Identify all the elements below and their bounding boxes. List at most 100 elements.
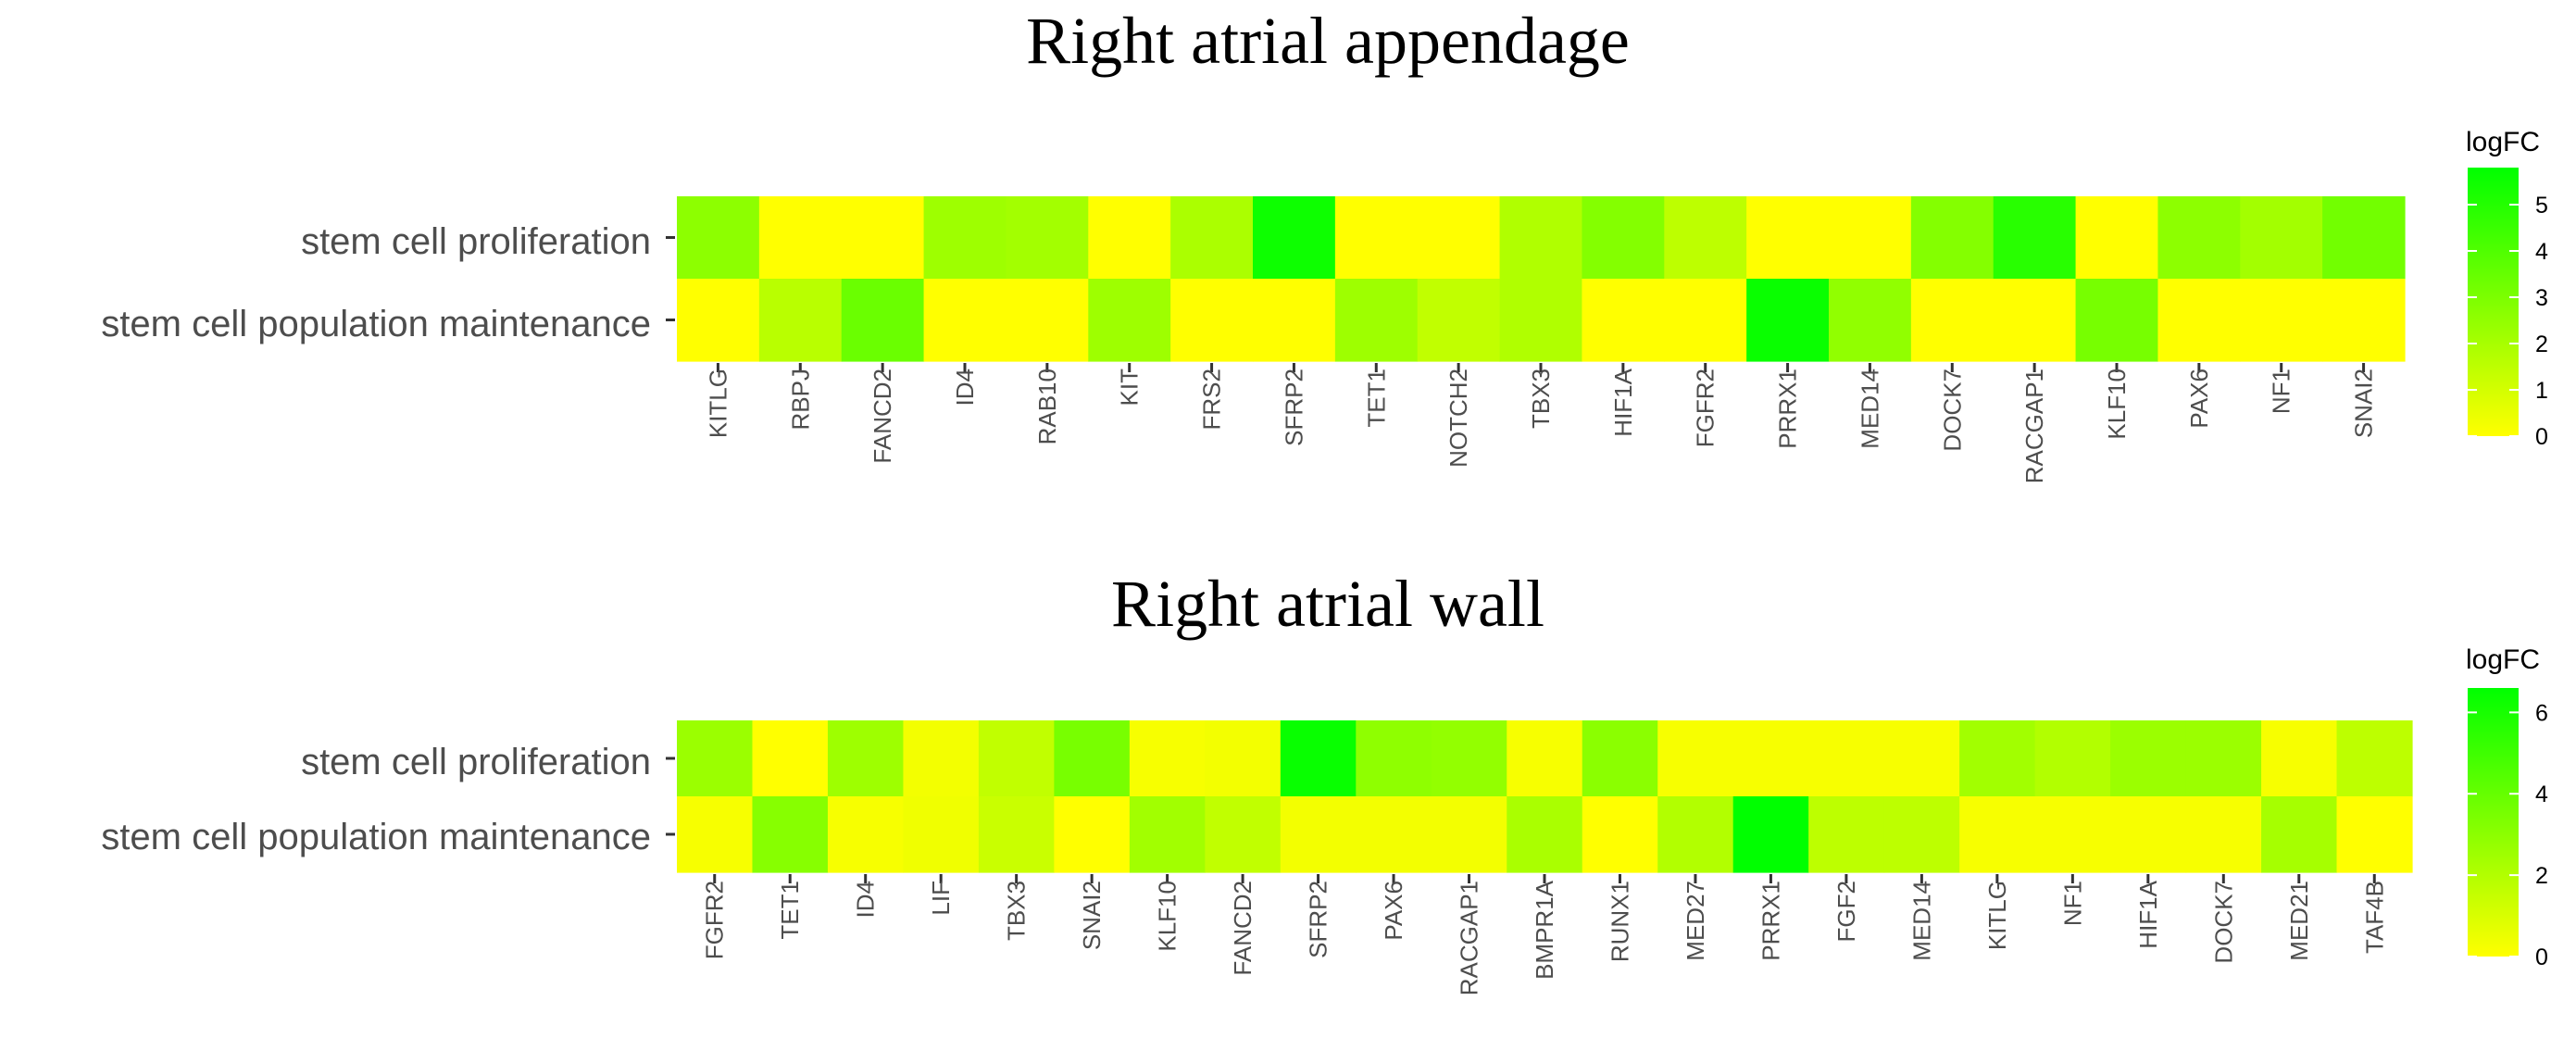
heatmap-cell [1417,279,1501,362]
heatmap-cell [923,279,1007,362]
legend: logFC 0 1 2 3 4 5 [2466,127,2548,450]
heatmap-cell [758,196,843,280]
heatmap-cell [1499,196,1583,280]
heatmap-cell [1280,720,1357,797]
column-label: ID4 [852,881,880,918]
heatmap-cell [1334,279,1419,362]
column-label: KLF10 [2103,369,2131,440]
column-label: SFRP2 [1305,881,1332,958]
heatmap-cell [2261,720,2338,797]
heatmap-cell [1746,279,1830,362]
column-label: TBX3 [1003,881,1031,941]
heatmap-cell [752,720,829,797]
heatmap-cell [1088,279,1171,362]
legend-tick-label: 3 [2535,285,2548,311]
heatmap-cell [2075,279,2159,362]
legend-tick-label: 2 [2535,331,2548,357]
heatmap-cell [677,196,760,280]
column-label: RACGAP1 [2020,369,2048,483]
legend-title: logFC [2466,644,2540,675]
column-label: MED27 [1682,881,1709,961]
column-label: PAX6 [1380,881,1407,941]
legend: logFC 0 2 4 6 [2466,644,2548,970]
heatmap-cell [1205,720,1282,797]
legend-title: logFC [2466,127,2540,157]
column-label: FGF2 [1832,881,1860,942]
heatmap-cell [1253,279,1336,362]
column-label: KLF10 [1154,881,1182,952]
heatmap-cell [1657,796,1734,873]
column-label: KIT [1116,369,1144,406]
legend-colorbar [2468,688,2519,957]
column-label: NF1 [2268,369,2295,414]
heatmap-cell [1280,796,1357,873]
heatmap-cell [1582,796,1658,873]
heatmap-cell [1054,720,1131,797]
legend-tick-label: 5 [2535,193,2548,219]
column-label: FGFR2 [701,881,729,959]
column-label: TBX3 [1527,369,1555,429]
legend-tick-label: 6 [2535,700,2548,726]
column-label: FRS2 [1198,369,1226,430]
row-label-proliferation: stem cell proliferation [301,221,651,262]
heatmap-cell [2240,196,2323,280]
heatmap-cell [1205,796,1282,873]
heatmap-cell [1356,796,1432,873]
legend-tick-label: 2 [2535,863,2548,889]
x-axis-labels: KITLG RBPJ FANCD2 ID4 RAB10 KIT FRS2 SFRP2 TET1 N… [704,363,2378,483]
column-label: RAB10 [1033,369,1061,444]
column-label: ID4 [951,369,979,406]
column-label: FANCD2 [1229,881,1257,976]
column-label: RACGAP1 [1456,881,1483,995]
heatmap-cell [1829,279,1912,362]
heatmap-cell [1431,796,1507,873]
heatmap-cell [1129,796,1206,873]
legend-ticks: 0 2 4 6 [2468,700,2548,970]
row-label-proliferation: stem cell proliferation [301,742,651,782]
heatmap-cell [2322,196,2406,280]
heatmap-cell [2110,796,2187,873]
heatmap-cell [2110,720,2187,797]
heatmap-cell [1959,720,2036,797]
heatmap-cell [1732,720,1809,797]
column-label: HIF1A [1609,368,1637,436]
heatmap-cell [1431,720,1507,797]
legend-ticks: 0 1 2 3 4 5 [2468,193,2548,450]
heatmap-cell [2185,796,2262,873]
heatmap-cell [2034,720,2111,797]
heatmap-cell [1746,196,1830,280]
heatmap-cell [752,796,829,873]
chart-title: Right atrial wall [1111,567,1544,641]
column-label: NOTCH2 [1444,369,1472,468]
column-label: PRRX1 [1757,881,1784,961]
column-label: SNAI2 [1078,881,1106,950]
heatmap-cell [758,279,843,362]
heatmap-cell [1910,196,1995,280]
heatmap-cell [841,196,925,280]
heatmap-cell [1883,796,1960,873]
row-label-maintenance: stem cell population maintenance [101,304,651,344]
column-label: KITLG [704,369,732,438]
panel-right-atrial-appendage: Right atrial appendage stem cell prolife… [101,4,2548,483]
heatmap-cell [1356,720,1432,797]
column-label: DOCK7 [2209,881,2237,964]
heatmap-cell [677,796,754,873]
heatmap-cell [2157,196,2241,280]
heatmap-cell [1006,196,1089,280]
heatmap-cell [1129,720,1206,797]
column-label: PAX6 [2185,369,2213,429]
heatmap-cell [1507,720,1583,797]
column-label: RBPJ [786,369,814,430]
heatmap-cell [1417,196,1501,280]
heatmap-cells [666,196,2406,362]
heatmap-cell [903,796,980,873]
column-label: FGFR2 [1692,369,1719,447]
heatmap-cell [1993,196,2077,280]
heatmap-cell [1993,279,2077,362]
heatmap-cell [2075,196,2159,280]
panel-right-atrial-wall: Right atrial wall stem cell proliferatio… [101,567,2548,995]
legend-tick-label: 0 [2535,944,2548,970]
heatmap-cell [1334,196,1419,280]
heatmap-cell [1253,196,1336,280]
